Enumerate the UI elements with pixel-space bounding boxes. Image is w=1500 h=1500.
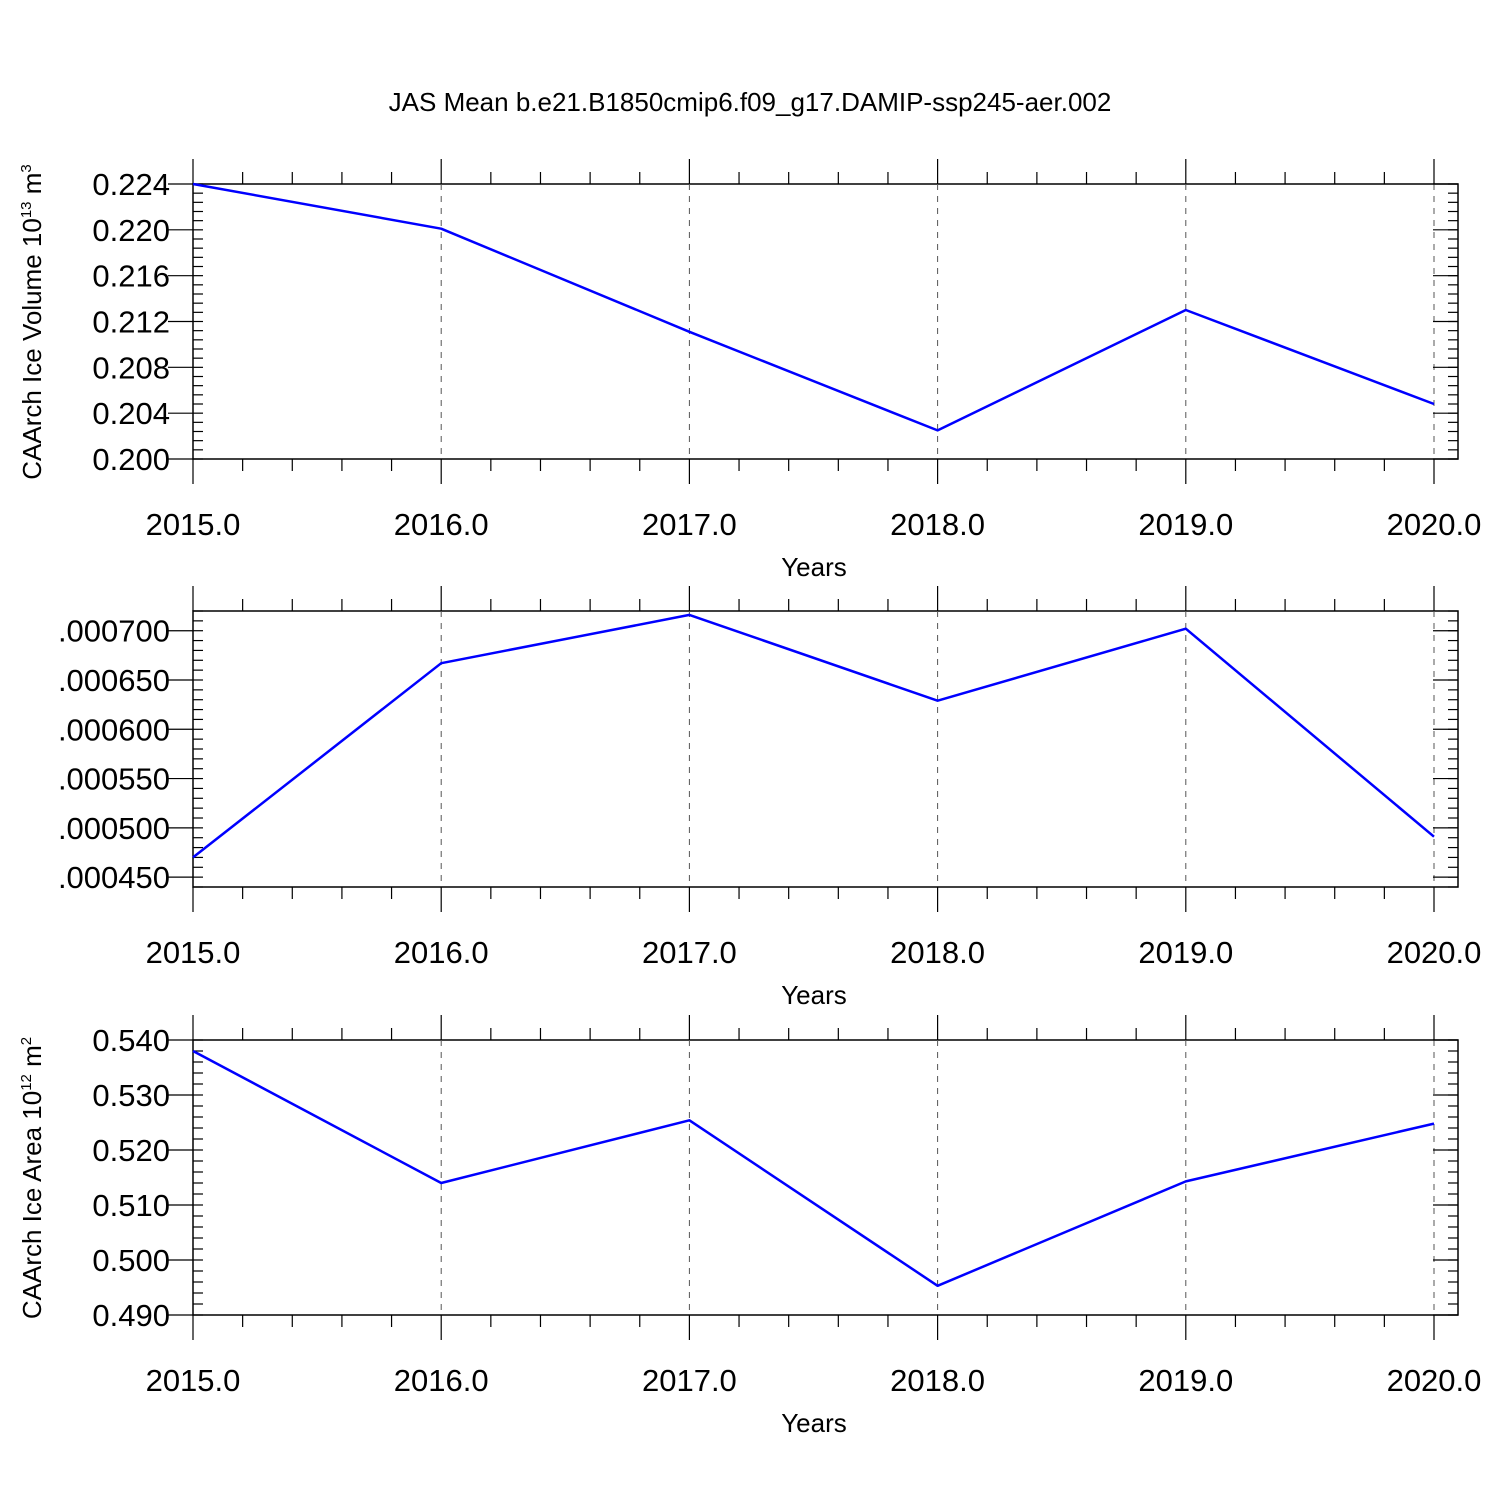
panel-2-x-tick-label: 2015.0 — [146, 935, 241, 970]
area-plot-frame — [192, 1039, 1459, 1316]
volume-y-tick-label: 0.224 — [92, 167, 170, 202]
panel-2-x-axis-title: Years — [781, 980, 847, 1010]
panel-2-y-tick-label: .000650 — [58, 663, 170, 698]
area-x-tick-label: 2018.0 — [890, 1363, 985, 1398]
volume-plot-frame — [192, 183, 1459, 460]
volume-y-axis-title: CAArch Ice Volume 1013 m3 — [17, 164, 47, 480]
area-y-tick-label: 0.530 — [92, 1078, 170, 1113]
panel-2-x-tick-label: 2018.0 — [890, 935, 985, 970]
area-x-tick-label: 2015.0 — [146, 1363, 241, 1398]
panel-2-x-tick-label: 2019.0 — [1138, 935, 1233, 970]
volume-y-tick-label: 0.204 — [92, 396, 170, 431]
volume-x-tick-label: 2016.0 — [394, 507, 489, 542]
area-panel: CAArch Ice Area 1012 m2 Years 2015.0 2016… — [17, 1015, 1481, 1438]
panel-2-y-tick-label: .000550 — [58, 762, 170, 797]
panel-2-y-tick-label: .000500 — [58, 811, 170, 846]
area-x-tick-label: 2019.0 — [1138, 1363, 1233, 1398]
area-y-tick-label: 0.520 — [92, 1133, 170, 1168]
panel-2-x-tick-label: 2017.0 — [642, 935, 737, 970]
volume-y-tick-label: 0.216 — [92, 259, 170, 294]
chart-title: JAS Mean b.e21.B1850cmip6.f09_g17.DAMIP-… — [389, 87, 1112, 117]
panel-2-plot-frame — [192, 610, 1459, 888]
area-y-tick-label: 0.540 — [92, 1023, 170, 1058]
volume-y-tick-label: 0.200 — [92, 442, 170, 477]
panel-2-series-line — [192, 613, 1435, 859]
panel-2-y-tick-label: .000450 — [58, 860, 170, 895]
panel-2: Years 2015.0 2016.0 2017.0 2018.0 2019.0 2020… — [58, 586, 1481, 1010]
area-y-axis-title: CAArch Ice Area 1012 m2 — [17, 1037, 47, 1319]
volume-y-tick-label: 0.208 — [92, 350, 170, 385]
area-x-axis-title: Years — [781, 1408, 847, 1438]
panel-2-y-tick-label: .000600 — [58, 712, 170, 747]
volume-x-tick-label: 2015.0 — [146, 507, 241, 542]
area-y-tick-label: 0.490 — [92, 1298, 170, 1333]
panel-2-x-tick-label: 2016.0 — [394, 935, 489, 970]
volume-x-tick-label: 2017.0 — [642, 507, 737, 542]
volume-y-tick-label: 0.220 — [92, 213, 170, 248]
area-y-tick-label: 0.500 — [92, 1243, 170, 1278]
area-x-tick-label: 2016.0 — [394, 1363, 489, 1398]
area-y-tick-label: 0.510 — [92, 1188, 170, 1223]
volume-x-tick-label: 2020.0 — [1387, 507, 1482, 542]
area-series-line — [192, 1049, 1435, 1288]
area-x-tick-label: 2020.0 — [1387, 1363, 1482, 1398]
volume-x-axis-title: Years — [781, 552, 847, 582]
volume-panel: CAArch Ice Volume 1013 m3 Years 2015.0 20… — [17, 159, 1481, 582]
volume-series-line — [192, 182, 1435, 432]
volume-y-tick-label: 0.212 — [92, 305, 170, 340]
area-x-tick-label: 2017.0 — [642, 1363, 737, 1398]
volume-x-tick-label: 2018.0 — [890, 507, 985, 542]
panel-2-x-tick-label: 2020.0 — [1387, 935, 1482, 970]
panel-2-y-tick-label: .000700 — [58, 614, 170, 649]
volume-x-tick-label: 2019.0 — [1138, 507, 1233, 542]
